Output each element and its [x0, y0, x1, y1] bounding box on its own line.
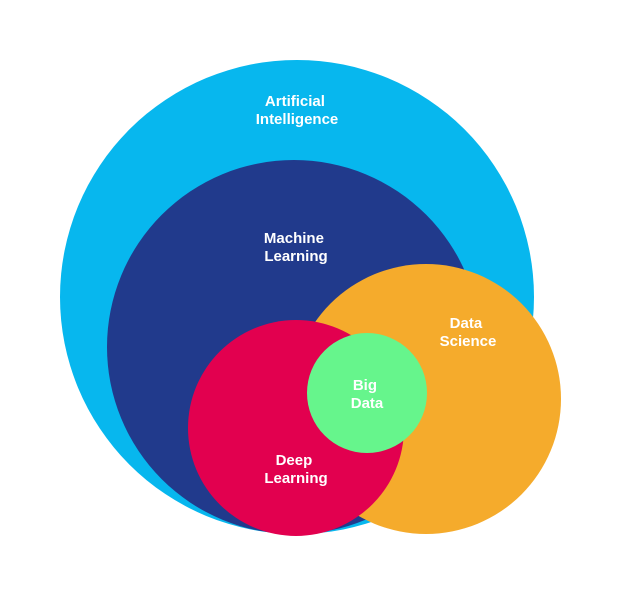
big-data-circle	[307, 333, 427, 453]
dl-label-line2: Learning	[264, 470, 327, 487]
artificial-intelligence-label: Artificial Intelligence	[256, 93, 339, 128]
bd-label-line2: Data	[351, 395, 384, 412]
ai-label-line1: Artificial	[265, 93, 325, 110]
ml-label-line1: Machine	[264, 230, 324, 247]
data-science-label: Data Science	[440, 315, 497, 350]
ml-label-line2: Learning	[264, 248, 327, 265]
machine-learning-label: Machine Learning	[264, 230, 328, 265]
ds-label-line1: Data	[450, 315, 483, 332]
deep-learning-label: Deep Learning	[264, 452, 327, 487]
ds-label-line2: Science	[440, 333, 497, 350]
ai-label-line2: Intelligence	[256, 111, 339, 128]
dl-label-line1: Deep	[276, 452, 313, 469]
big-data-label: Big Data	[351, 377, 384, 412]
bd-label-line1: Big	[353, 377, 377, 394]
